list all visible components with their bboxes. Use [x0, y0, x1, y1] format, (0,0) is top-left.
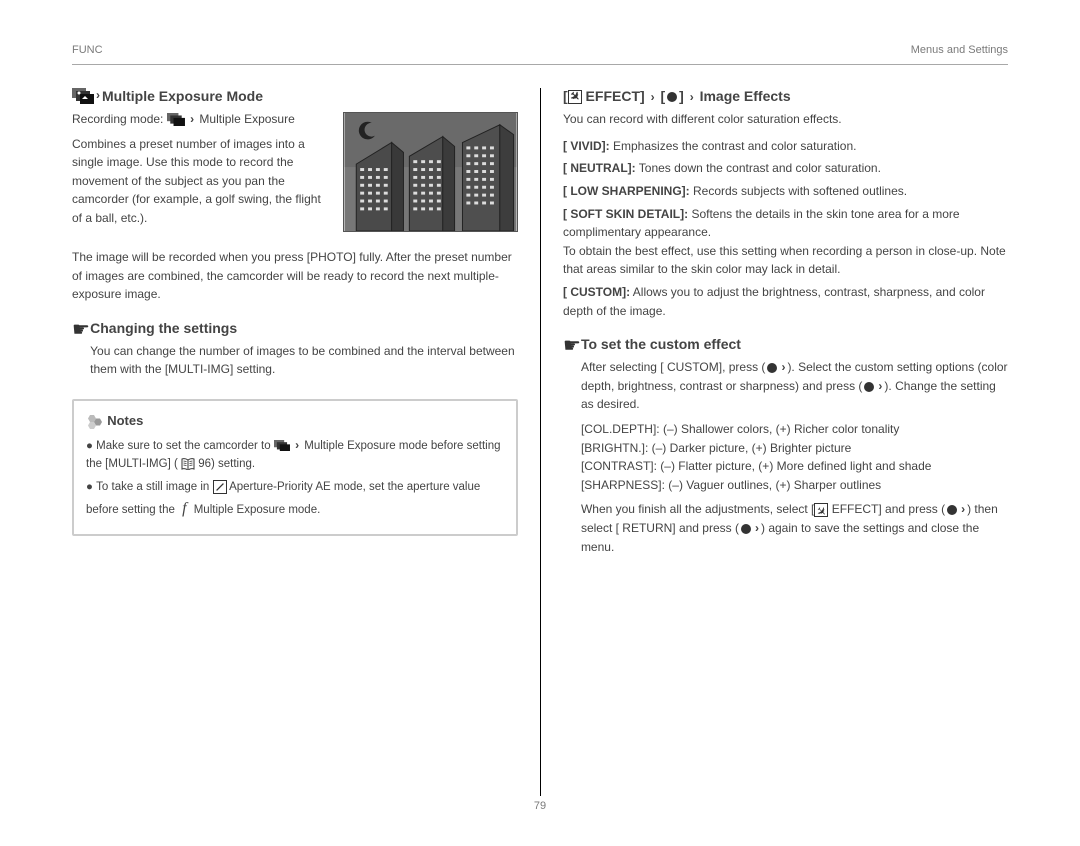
opt-softskin: [ SOFT SKIN DETAIL]: Softens the details…: [563, 205, 1008, 279]
notes-title: Notes: [107, 413, 143, 428]
multi-exposure-note-icon: [274, 440, 290, 452]
left-heading: Multiple Exposure Mode: [102, 88, 263, 104]
tip-body: You can change the number of images to b…: [90, 342, 518, 379]
right-column: [ EFFECT] › [] › Image Effects You can r…: [540, 88, 1008, 796]
right-heading: [ EFFECT] › [] › Image Effects: [563, 88, 791, 104]
opt-lowsharp: [ LOW SHARPENING]: Records subjects with…: [563, 182, 1008, 201]
tip-custom-body: After selecting [ CUSTOM], press (›). Se…: [581, 358, 1008, 414]
chevron-icon: ›: [94, 88, 102, 102]
set-dot-icon: [765, 361, 779, 375]
note-line1: ● Make sure to set the camcorder to: [86, 440, 274, 452]
adj-coldepth: [COL.DEPTH]: (–) Shallower colors, (+) R…: [581, 420, 1008, 439]
aperture-f-icon: f: [178, 500, 190, 517]
set-dot-icon: [945, 503, 959, 517]
page-number: 79: [0, 800, 1080, 812]
effect-icon: [568, 90, 582, 104]
left-column: › Multiple Exposure Mode: [72, 88, 540, 796]
tip-custom-effect: ☛ To set the custom effect After selecti…: [563, 336, 1008, 556]
pointing-hand-icon: ☛: [563, 336, 581, 356]
opt-vivid: [ VIVID]: Emphasizes the contrast and co…: [563, 137, 1008, 156]
return-instruction: When you finish all the adjustments, sel…: [581, 500, 1008, 556]
pointing-hand-icon: ☛: [72, 320, 90, 340]
right-p1: You can record with different color satu…: [563, 110, 1008, 129]
set-dot-icon: [739, 522, 753, 536]
manual-ref-icon: [181, 458, 195, 470]
note-line2a: To take a still image in: [96, 481, 212, 493]
effect-icon: [814, 503, 828, 517]
header-left: FUNC: [72, 44, 103, 56]
header-rule: [72, 64, 1008, 65]
tip-changing-settings: ☛ Changing the settings You can change t…: [72, 320, 518, 379]
header-right: Menus and Settings: [911, 44, 1008, 56]
night-city-illustration: [343, 112, 518, 232]
av-mode-icon: [213, 480, 227, 494]
set-dot-icon: [862, 380, 876, 394]
adj-sharpness: [SHARPNESS]: (–) Vaguer outlines, (+) Sh…: [581, 476, 1008, 495]
set-dot-icon: [665, 90, 679, 104]
notes-box: Notes ● Make sure to set the camcorder t…: [72, 399, 518, 536]
left-p3: The image will be recorded when you pres…: [72, 248, 518, 304]
adj-brightness: [BRIGHTN.]: (–) Darker picture, (+) Brig…: [581, 439, 1008, 458]
opt-neutral: [ NEUTRAL]: Tones down the contrast and …: [563, 159, 1008, 178]
tip-title: Changing the settings: [90, 320, 237, 336]
multi-exposure-icon: [72, 88, 94, 104]
multi-exposure-inline-icon: [167, 113, 185, 126]
opt-custom: [ CUSTOM]: Allows you to adjust the brig…: [563, 283, 1008, 320]
notes-hex-icon: [86, 415, 104, 429]
tip-custom-title: To set the custom effect: [581, 336, 741, 352]
adj-contrast: [CONTRAST]: (–) Flatter picture, (+) Mor…: [581, 457, 1008, 476]
